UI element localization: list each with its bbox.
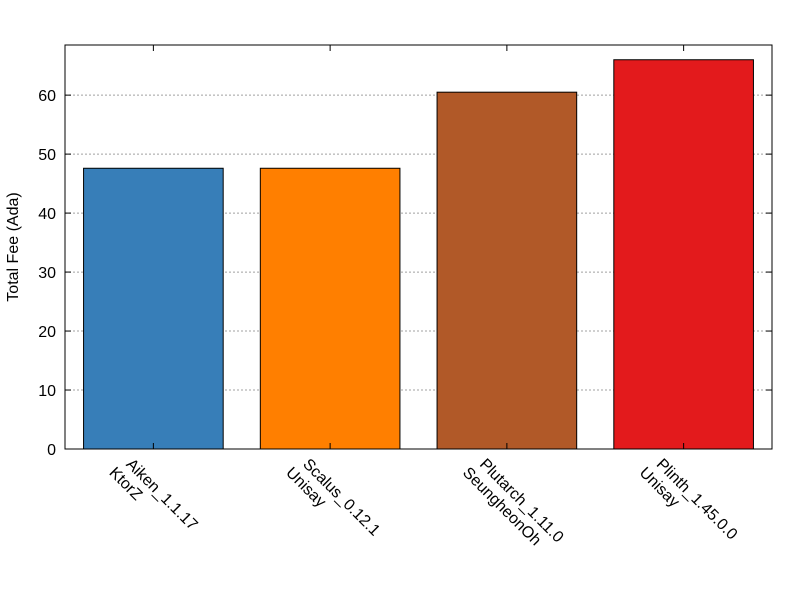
bar-2 [436, 91, 578, 450]
bar-3 [613, 59, 754, 450]
bar-0 [83, 167, 224, 450]
y-tick-label: 30 [38, 265, 56, 282]
y-axis-label: Total Fee (Ada) [5, 192, 22, 301]
bar-1 [259, 167, 401, 450]
y-tick-label: 50 [38, 147, 56, 164]
y-tick-label: 0 [47, 442, 56, 459]
bars-layer [83, 59, 754, 450]
ticks-layer [65, 45, 772, 450]
y-tick-label: 20 [38, 324, 56, 341]
plot-frame [64, 44, 773, 450]
y-tick-label: 40 [38, 206, 56, 223]
y-tick-labels: 0 10 20 30 40 50 60 [38, 88, 56, 459]
y-tick-label: 10 [38, 383, 56, 400]
y-tick-label: 60 [38, 88, 56, 105]
